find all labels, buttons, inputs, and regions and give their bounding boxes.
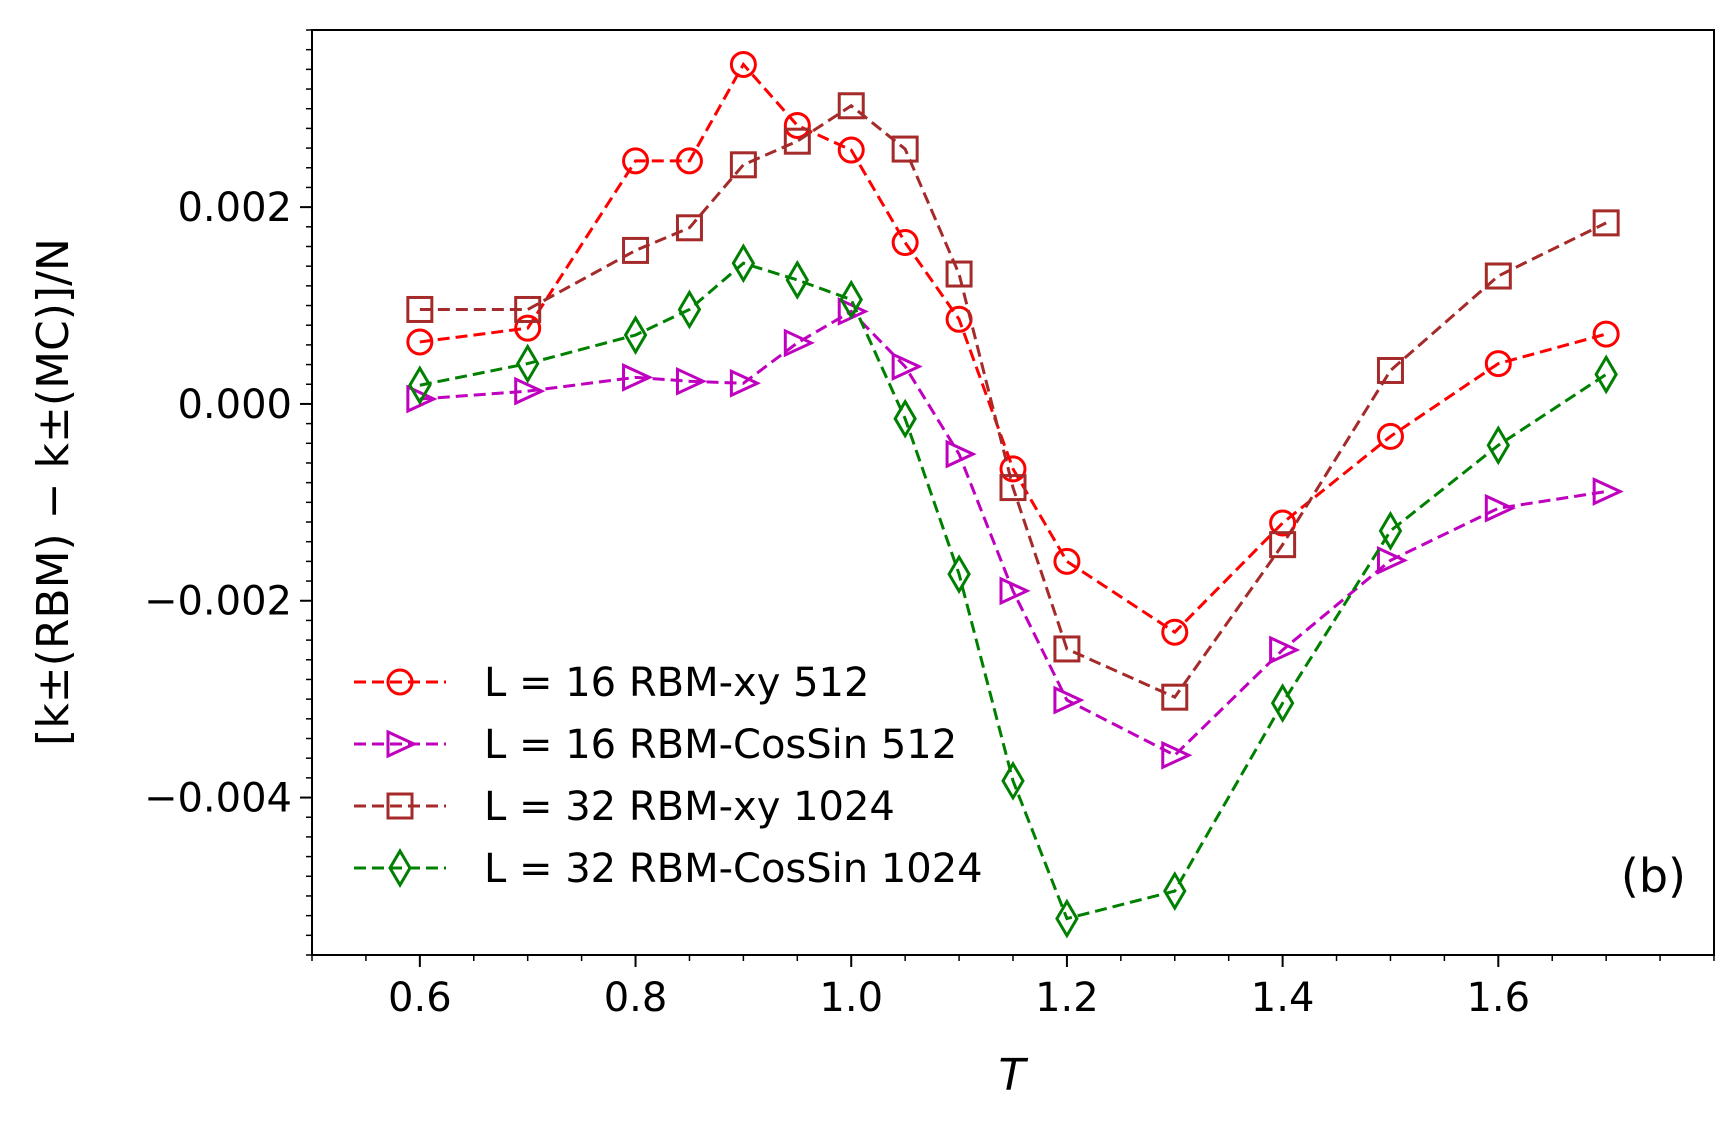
series-line: [419, 309, 1607, 758]
panel-annotation: (b): [1621, 849, 1686, 903]
data-point: [1269, 635, 1301, 665]
data-point: [623, 315, 648, 356]
data-point: [1269, 509, 1297, 537]
data-point: [1163, 871, 1187, 911]
data-point: [622, 147, 650, 175]
data-point: [1376, 356, 1404, 384]
data-point: [947, 554, 971, 595]
legend-marker: [388, 848, 412, 888]
x-tick-label: 0.8: [604, 975, 668, 1021]
x-tick-label: 0.6: [388, 975, 452, 1021]
series-line: [419, 261, 1607, 921]
data-point: [1161, 683, 1189, 711]
legend: L = 16 RBM-xy 512 L = 16 RBM-CosSin 512 L …: [354, 660, 983, 892]
data-point: [999, 474, 1027, 502]
x-tick-label: 1.4: [1251, 975, 1315, 1021]
data-point: [1269, 531, 1297, 559]
data-point: [783, 328, 815, 358]
data-point: [891, 229, 919, 257]
legend-item: L = 32 RBM-CosSin 1024: [354, 846, 983, 892]
data-point: [1594, 354, 1618, 395]
data-point: [999, 455, 1027, 483]
legend-marker: [386, 729, 418, 759]
data-point: [675, 214, 703, 242]
data-point: [731, 243, 756, 284]
data-point: [408, 365, 432, 406]
data-point: [1592, 209, 1620, 237]
data-point: [729, 151, 757, 179]
legend-label: L = 16 RBM-xy 512: [484, 660, 869, 706]
data-point: [1592, 477, 1624, 506]
series-line: [419, 103, 1607, 700]
data-point: [406, 328, 434, 356]
legend-label: L = 16 RBM-CosSin 512: [484, 722, 957, 768]
series-layer: [406, 50, 1624, 939]
data-point: [1484, 493, 1516, 523]
data-point: [1161, 740, 1193, 770]
x-axis-label: T: [999, 1050, 1029, 1101]
data-point: [677, 289, 702, 330]
legend-marker: [386, 792, 414, 820]
data-point: [1378, 510, 1403, 551]
data-point: [837, 92, 865, 120]
legend-label: L = 32 RBM-CosSin 1024: [484, 846, 983, 892]
ticks-layer: 0.6 0.8 1.0 1.2 1.4 1.6 0.002 0.000 −0.002 −0.004: [144, 29, 1715, 1021]
data-point: [839, 279, 863, 320]
data-point: [1484, 262, 1512, 290]
series-4: [408, 243, 1618, 939]
data-point: [622, 236, 650, 264]
data-point: [1001, 760, 1025, 801]
data-point: [1484, 350, 1512, 378]
data-point: [622, 363, 654, 392]
y-tick-label: 0.000: [177, 382, 292, 428]
data-point: [1592, 320, 1620, 348]
data-point: [1053, 685, 1085, 715]
data-point: [945, 439, 977, 469]
data-point: [514, 376, 546, 406]
data-point: [783, 127, 811, 155]
data-point: [675, 147, 703, 175]
x-tick-label: 1.0: [819, 975, 883, 1021]
data-point: [514, 314, 542, 342]
data-point: [1055, 898, 1079, 939]
data-point: [1376, 546, 1409, 575]
data-point: [406, 295, 434, 323]
legend-item: L = 16 RBM-CosSin 512: [354, 722, 957, 768]
data-point: [1053, 635, 1081, 663]
series-line: [419, 61, 1607, 635]
data-point: [1161, 618, 1189, 646]
data-point: [729, 50, 757, 78]
x-tick-label: 1.6: [1466, 975, 1530, 1021]
y-tick-label: −0.004: [144, 776, 292, 822]
data-point: [1486, 425, 1511, 466]
data-point: [837, 136, 865, 164]
data-point: [675, 366, 708, 396]
y-tick-label: 0.002: [177, 185, 292, 231]
data-point: [785, 259, 810, 300]
data-point: [1053, 547, 1081, 575]
y-tick-label: −0.002: [144, 579, 292, 625]
series-1: [406, 50, 1620, 646]
legend-marker: [386, 668, 414, 696]
legend-label: L = 32 RBM-xy 1024: [484, 784, 895, 830]
data-point: [514, 295, 542, 323]
data-point: [945, 260, 973, 288]
data-point: [891, 352, 923, 381]
data-point: [891, 135, 919, 163]
x-tick-label: 1.2: [1035, 975, 1099, 1021]
y-axis-label: [k±(RBM) − k±(MC)]/N: [28, 238, 79, 746]
data-point: [783, 111, 811, 139]
data-point: [999, 576, 1031, 606]
data-point: [406, 384, 438, 414]
data-point: [1376, 422, 1404, 450]
data-point: [515, 343, 540, 384]
data-point: [1270, 683, 1295, 724]
series-3: [406, 92, 1620, 711]
legend-item: L = 16 RBM-xy 512: [354, 660, 869, 706]
data-point: [893, 398, 917, 439]
data-point: [729, 368, 761, 398]
legend-item: L = 32 RBM-xy 1024: [354, 784, 895, 830]
